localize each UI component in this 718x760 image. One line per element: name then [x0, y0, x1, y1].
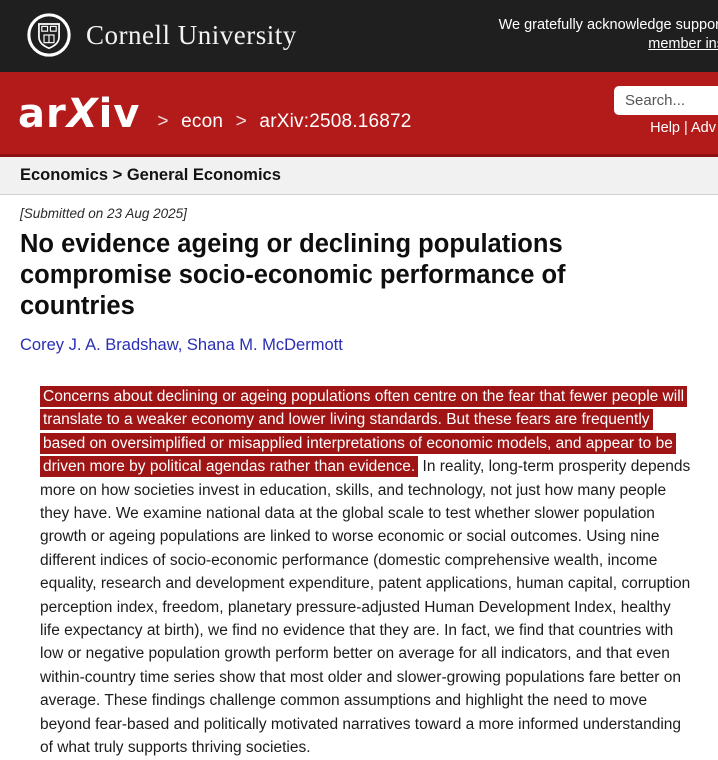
paper-title: No evidence ageing or declining populati… — [20, 230, 566, 320]
cornell-banner: Cornell University We gratefully acknowl… — [0, 0, 718, 72]
arxiv-logo[interactable]: arXiv — [18, 91, 141, 137]
cornell-university-link[interactable]: Cornell University — [26, 12, 297, 58]
breadcrumb-separator: > — [235, 111, 247, 132]
cornell-wordmark: Cornell University — [86, 19, 297, 50]
cornell-seal-icon — [26, 12, 72, 58]
authors-links[interactable]: Corey J. A. Bradshaw, Shana M. McDermott — [20, 336, 343, 354]
breadcrumb-econ-link[interactable]: econ — [181, 111, 224, 132]
breadcrumb-paper-id[interactable]: arXiv:2508.16872 — [259, 111, 412, 132]
abstract-text: Concerns about declining or ageing popul… — [40, 385, 692, 760]
subject-band: Economics > General Economics — [0, 157, 718, 195]
support-acknowledgement: We gratefully acknowledge support member… — [499, 16, 718, 54]
abstract-plain-text: In reality, long-term prosperity depends… — [40, 458, 691, 757]
member-institutions-link[interactable]: member ins — [648, 36, 718, 52]
help-advanced-links[interactable]: Help | Adv — [650, 120, 716, 136]
subject-heading: Economics > General Economics — [20, 166, 281, 184]
abstract-page: [Submitted on 23 Aug 2025] No evidence a… — [0, 206, 718, 760]
submission-date: [Submitted on 23 Aug 2025] — [20, 206, 187, 221]
arxiv-header: arXiv > econ > arXiv:2508.16872 Help | A… — [0, 72, 718, 157]
search-input[interactable] — [614, 86, 718, 115]
breadcrumb: > econ > arXiv:2508.16872 — [150, 111, 411, 133]
support-text: We gratefully acknowledge support — [498, 17, 718, 33]
breadcrumb-separator: > — [157, 111, 169, 132]
